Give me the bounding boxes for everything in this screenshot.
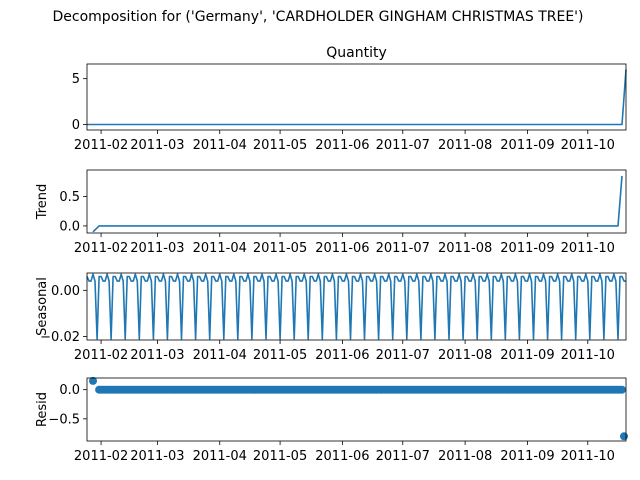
- seasonal-xtick-label: 2011-02: [74, 348, 128, 363]
- seasonal-xtick-label: 2011-06: [315, 348, 369, 363]
- trend-ytick-label: 0.5: [59, 190, 80, 205]
- trend-series-line: [92, 175, 623, 233]
- trend-xtick-label: 2011-03: [130, 241, 184, 256]
- quantity-xtick-label: 2011-07: [376, 138, 430, 153]
- seasonal-xtick-label: 2011-05: [253, 348, 307, 363]
- trend-xtick-label: 2011-08: [438, 241, 492, 256]
- seasonal-ylabel: Seasonal: [35, 277, 50, 336]
- trend-xtick-label: 2011-04: [193, 241, 247, 256]
- resid-xtick-label: 2011-03: [130, 449, 184, 464]
- quantity-xtick-label: 2011-06: [315, 138, 369, 153]
- seasonal-xtick-label: 2011-07: [376, 348, 430, 363]
- resid-xtick-label: 2011-04: [193, 449, 247, 464]
- seasonal-axes-frame: [86, 272, 627, 341]
- resid-xtick-label: 2011-05: [253, 449, 307, 464]
- seasonal-ytick-label: −0.02: [40, 330, 80, 345]
- quantity-xtick-label: 2011-04: [193, 138, 247, 153]
- seasonal-xtick-label: 2011-10: [561, 348, 615, 363]
- quantity-xtick-label: 2011-10: [561, 138, 615, 153]
- resid-ytick-label: 0.0: [59, 383, 80, 398]
- quantity-title: Quantity: [326, 45, 387, 61]
- resid-xtick-label: 2011-02: [74, 449, 128, 464]
- resid-ytick-label: −0.5: [48, 412, 80, 427]
- resid-outlier-point: [620, 432, 628, 441]
- resid-markers: [89, 376, 628, 441]
- quantity-ytick-label: 5: [72, 72, 80, 87]
- resid-outlier-point: [89, 376, 97, 385]
- resid-xtick-label: 2011-08: [438, 449, 492, 464]
- quantity-axes-frame: [86, 63, 627, 131]
- trend-ylabel: Trend: [35, 184, 50, 221]
- trend-xtick-label: 2011-02: [74, 241, 128, 256]
- seasonal-xtick-label: 2011-08: [438, 348, 492, 363]
- panel-resid: Resid 0.0 −0.5 2011-02 2011-03 2011-04 2011-05…: [35, 376, 628, 464]
- quantity-ytick-label: 0: [72, 118, 80, 133]
- quantity-xtick-label: 2011-08: [438, 138, 492, 153]
- resid-xtick-label: 2011-06: [315, 449, 369, 464]
- resid-xtick-label: 2011-10: [561, 449, 615, 464]
- resid-axes-frame: [86, 377, 627, 442]
- trend-ytick-label: 0.0: [59, 219, 80, 234]
- seasonal-xtick-label: 2011-04: [193, 348, 247, 363]
- seasonal-series-line: [86, 273, 626, 340]
- resid-xtick-label: 2011-07: [376, 449, 430, 464]
- quantity-xtick-label: 2011-05: [253, 138, 307, 153]
- trend-xtick-label: 2011-06: [315, 241, 369, 256]
- panel-seasonal: Seasonal 0.00 −0.02 2011-02 2011-03 2011-04 20…: [35, 272, 627, 363]
- quantity-xtick-label: 2011-02: [74, 138, 128, 153]
- quantity-xtick-label: 2011-09: [500, 138, 554, 153]
- trend-xtick-label: 2011-10: [561, 241, 615, 256]
- panel-trend: Trend 0.0 0.5 2011-02 2011-03 2011-04 2011-05 2…: [35, 169, 627, 256]
- trend-axes-frame: [86, 169, 627, 234]
- quantity-xtick-label: 2011-03: [130, 138, 184, 153]
- seasonal-xtick-label: 2011-03: [130, 348, 184, 363]
- panel-quantity: Quantity 0 5 2011-02 2011-03 2011-04 2011-05 20…: [72, 45, 627, 153]
- resid-point: [618, 385, 626, 394]
- seasonal-ytick-label: 0.00: [51, 284, 80, 299]
- seasonal-xtick-label: 2011-09: [500, 348, 554, 363]
- quantity-series-line: [87, 69, 627, 126]
- resid-xtick-label: 2011-09: [500, 449, 554, 464]
- trend-xtick-label: 2011-07: [376, 241, 430, 256]
- trend-xtick-label: 2011-09: [500, 241, 554, 256]
- resid-ylabel: Resid: [35, 392, 50, 427]
- figure-title: Decomposition for ('Germany', 'CARDHOLDE…: [53, 9, 584, 25]
- trend-xtick-label: 2011-05: [253, 241, 307, 256]
